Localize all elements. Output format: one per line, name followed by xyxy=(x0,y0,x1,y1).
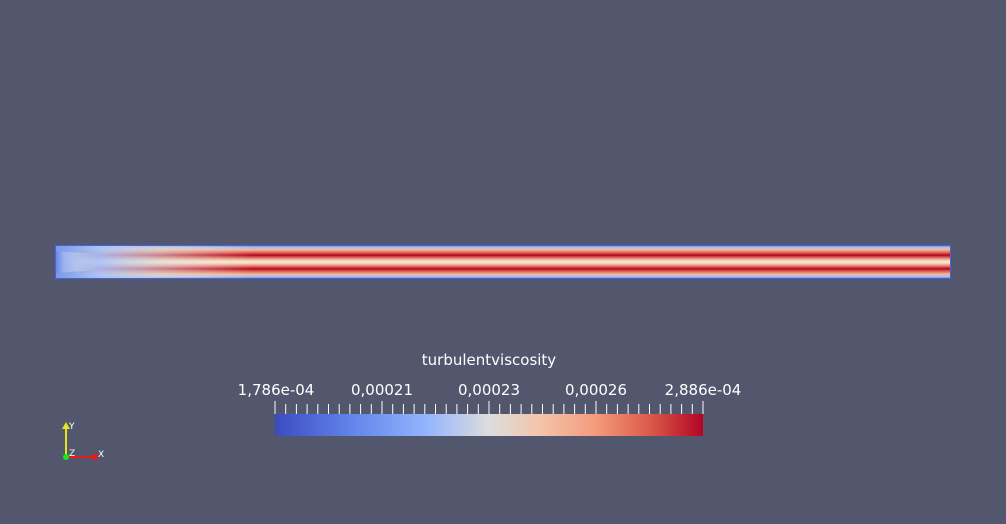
x-axis-arrow xyxy=(93,453,100,461)
x-axis-label: X xyxy=(98,450,104,460)
z-axis-dot xyxy=(63,454,69,460)
colorbar-gradient xyxy=(275,414,703,436)
colorbar-ticks xyxy=(274,401,704,414)
z-axis-label: Z xyxy=(69,449,75,459)
turbulent-viscosity-field xyxy=(55,245,951,279)
inlet-core xyxy=(55,251,275,273)
colorbar-tick-label: 0,00026 xyxy=(564,381,628,399)
colorbar-title: turbulentviscosity xyxy=(421,351,557,369)
colorbar-tick-label-max: 2,886e-04 xyxy=(664,381,742,399)
y-axis-arrow xyxy=(62,422,70,429)
field-outline xyxy=(55,245,951,279)
orientation-axes: Y Z X xyxy=(62,422,104,461)
colorbar-tick-label: 0,00023 xyxy=(457,381,521,399)
colorbar-tick-label-min: 1,786e-04 xyxy=(237,381,315,399)
colorbar-tick-label: 0,00021 xyxy=(350,381,414,399)
y-axis-label: Y xyxy=(68,422,75,432)
